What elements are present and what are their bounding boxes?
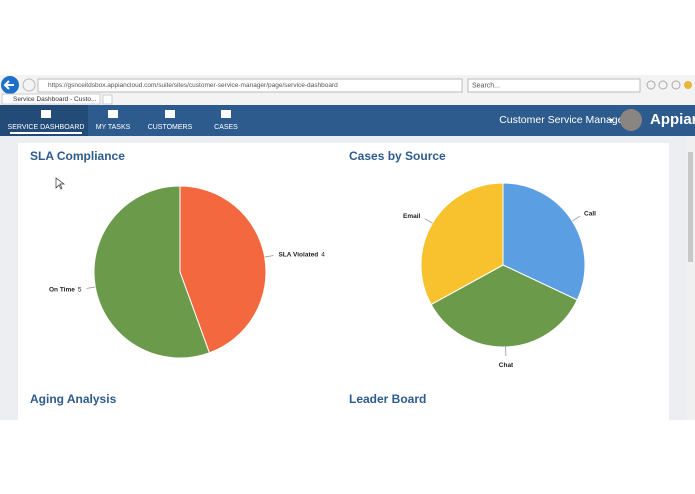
scrollbar	[686, 136, 695, 420]
nav-icon	[221, 110, 231, 118]
section-title: Aging Analysis	[30, 392, 117, 406]
leader-line	[572, 215, 581, 222]
avatar[interactable]	[620, 109, 642, 131]
back-arrow	[3, 80, 14, 90]
nav-icon	[108, 110, 118, 118]
smiley-icon[interactable]	[684, 81, 692, 89]
url: https://gsnceitdsbox.appiancloud.com/sui…	[48, 82, 338, 89]
leader-line	[86, 286, 96, 289]
slice-category: Email	[403, 213, 421, 220]
nav-icon	[41, 110, 51, 118]
slice-category: Call	[584, 210, 596, 217]
slice-label: Chat	[499, 362, 514, 369]
chart-title: SLA Compliance	[30, 149, 125, 163]
mouse-cursor	[55, 177, 66, 190]
slice-label: SLA Violated 4	[278, 251, 325, 258]
chart-title: Cases by Source	[349, 149, 446, 163]
leader-line	[264, 255, 274, 258]
forward-button[interactable]	[22, 78, 36, 92]
address-bar[interactable]	[37, 78, 463, 93]
nav-icon	[165, 110, 175, 118]
nav-active-bg	[0, 105, 88, 136]
new-tab[interactable]	[102, 94, 113, 105]
star-icon[interactable]	[658, 80, 668, 90]
tab-title: Service Dashboard - Custo...	[13, 96, 97, 103]
pie-slice	[93, 185, 211, 359]
slice-value: 4	[321, 251, 325, 258]
pie-slice	[420, 182, 504, 306]
slice-label: Email	[403, 213, 421, 220]
nav-item[interactable]: MY TASKS	[96, 124, 131, 131]
slice-label: Call	[584, 210, 596, 217]
slice-category: Chat	[499, 362, 514, 369]
tab[interactable]	[1, 93, 101, 105]
search-placeholder: Search...	[472, 82, 500, 89]
nav-item[interactable]: CASES	[214, 124, 238, 131]
slice-category: SLA Violated	[278, 251, 318, 258]
dropdown-caret	[608, 119, 614, 122]
settings-icon[interactable]	[671, 80, 681, 90]
section-title: Leader Board	[349, 392, 426, 406]
brand: Appian	[650, 111, 695, 128]
scroll-thumb[interactable]	[688, 152, 693, 262]
leader-line	[424, 218, 433, 224]
slice-value: 5	[78, 286, 82, 293]
search-box[interactable]	[467, 78, 641, 93]
nav-active-underline	[10, 132, 82, 134]
nav-item[interactable]: CUSTOMERS	[148, 124, 193, 131]
nav-item[interactable]: SERVICE DASHBOARD	[8, 124, 85, 131]
user-title[interactable]: Customer Service Manager	[499, 114, 627, 126]
slice-category: On Time	[49, 286, 75, 293]
home-icon[interactable]	[646, 80, 656, 90]
slice-label: On Time 5	[49, 286, 82, 293]
